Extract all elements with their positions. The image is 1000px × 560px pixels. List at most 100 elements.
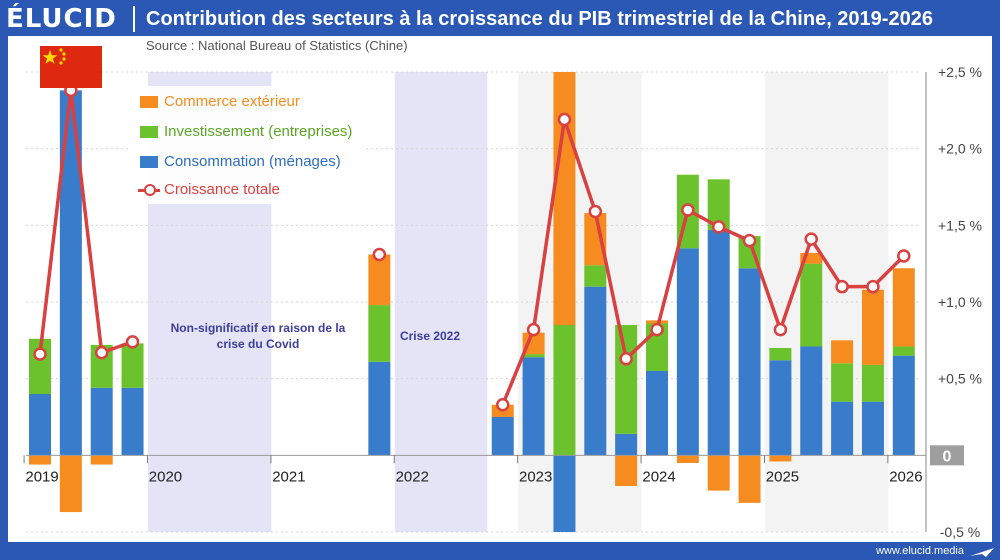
- x-tick-label: 2021: [272, 468, 305, 485]
- bar-trade: [738, 455, 761, 503]
- y-tick-label: 0: [943, 448, 952, 465]
- bar-investment: [121, 343, 144, 388]
- total-point: [33, 347, 47, 361]
- bar-consumption: [646, 371, 668, 456]
- x-tick-label: 2024: [642, 468, 675, 485]
- total-point: [94, 345, 109, 360]
- total-line-series: [33, 83, 911, 412]
- total-point: [588, 204, 603, 219]
- legend-label-trade: Commerce extérieur: [164, 93, 300, 110]
- bar-trade: [800, 252, 823, 264]
- bar-consumption: [29, 394, 51, 456]
- total-point: [897, 249, 911, 263]
- bar-trade: [553, 72, 576, 325]
- bar-trade: [861, 289, 884, 365]
- legend-label-total: Croissance totale: [164, 181, 280, 198]
- bar-trade: [646, 320, 668, 324]
- bar-consumption: [368, 361, 391, 456]
- bar-consumption: [892, 355, 915, 456]
- total-point: [650, 322, 664, 337]
- total-point: [773, 322, 788, 337]
- total-point: [804, 232, 818, 246]
- bar-investment: [892, 346, 915, 356]
- legend-marker-total: [144, 184, 156, 196]
- bar-trade: [368, 254, 391, 306]
- chart-svg: -0,5 % 0 +0,5 % +1,0 % +1,5 % +2,0 % +2,5 % 201…: [23, 64, 982, 540]
- bar-trade: [769, 455, 792, 462]
- bar-consumption: [738, 268, 761, 456]
- bar-investment: [584, 265, 607, 287]
- legend-swatch-consumption: [140, 156, 158, 168]
- chart-title: Contribution des secteurs à la croissanc…: [146, 8, 933, 30]
- bar-consumption: [491, 417, 514, 456]
- bar-consumption: [800, 346, 823, 456]
- total-point: [496, 397, 510, 412]
- y-tick-label: +0,5 %: [938, 371, 982, 387]
- zero-badge: [930, 445, 964, 466]
- bar-consumption: [90, 387, 113, 456]
- total-point: [619, 351, 633, 366]
- bar-investment: [615, 325, 638, 434]
- x-tick-label: 2023: [519, 468, 552, 485]
- bar-trade: [59, 455, 82, 513]
- bar-investment: [861, 364, 884, 402]
- legend-label-consumption: Consommation (ménages): [164, 153, 341, 170]
- total-point: [681, 203, 695, 217]
- x-tick-label: 2025: [766, 468, 799, 485]
- bar-trade: [676, 455, 699, 463]
- bar-trade: [707, 455, 730, 491]
- y-tick-label: +2,0 %: [938, 141, 982, 157]
- x-tick-label: 2022: [396, 468, 429, 485]
- bar-consumption: [769, 360, 792, 456]
- bar-consumption: [584, 286, 607, 456]
- covid-note: Non-significatif en raison de la crise d…: [170, 321, 346, 351]
- bar-consumption: [522, 357, 545, 456]
- bar-trade: [522, 332, 545, 355]
- bar-investment: [553, 325, 576, 456]
- chart-source: Source : National Bureau of Statistics (…: [146, 38, 408, 53]
- total-point: [557, 112, 572, 127]
- y-tick-label: +1,5 %: [938, 217, 982, 233]
- bar-series: [29, 72, 915, 532]
- elucid-logo: ÉLUCID: [6, 4, 117, 34]
- legend: Commerce extérieur Investissement (entre…: [130, 86, 366, 204]
- x-tick-label: 2026: [889, 468, 922, 485]
- axes: -0,5 % 0 +0,5 % +1,0 % +1,5 % +2,0 % +2,5 % 201…: [23, 64, 982, 540]
- total-point: [742, 233, 757, 248]
- footer-url[interactable]: www.elucid.media: [875, 545, 964, 557]
- total-line-segment: [38, 88, 134, 355]
- bar-trade: [29, 455, 51, 465]
- total-point: [866, 279, 880, 294]
- chart-panel: -0,5 % 0 +0,5 % +1,0 % +1,5 % +2,0 % +2,5 % 201…: [8, 36, 992, 542]
- total-point: [835, 279, 849, 294]
- bar-investment: [368, 305, 391, 362]
- bar-consumption: [553, 455, 576, 532]
- bar-investment: [769, 348, 792, 361]
- total-point: [125, 335, 140, 349]
- total-line-segment: [501, 117, 906, 406]
- header-separator: [133, 6, 135, 32]
- x-tick-label: 2019: [25, 468, 58, 485]
- bar-investment: [831, 363, 854, 402]
- bar-investment: [522, 354, 545, 358]
- bar-trade: [892, 268, 915, 347]
- y-tick-label: -0,5 %: [940, 524, 980, 540]
- bar-consumption: [831, 401, 854, 456]
- legend-swatch-trade: [140, 96, 158, 108]
- china-flag-icon: [40, 46, 102, 88]
- bar-consumption: [615, 433, 638, 456]
- bar-consumption: [676, 248, 699, 456]
- total-point: [372, 247, 387, 262]
- bar-trade: [831, 340, 854, 364]
- y-tick-label: +1,0 %: [938, 294, 982, 310]
- crisis-2022-note: Crise 2022: [399, 329, 461, 343]
- total-point: [711, 220, 726, 234]
- bar-consumption: [121, 387, 144, 456]
- legend-swatch-investment: [140, 126, 158, 138]
- bar-trade: [615, 455, 638, 486]
- x-tick-label: 2020: [149, 468, 182, 485]
- bar-investment: [707, 179, 730, 230]
- total-point: [526, 322, 541, 337]
- bar-investment: [800, 263, 823, 347]
